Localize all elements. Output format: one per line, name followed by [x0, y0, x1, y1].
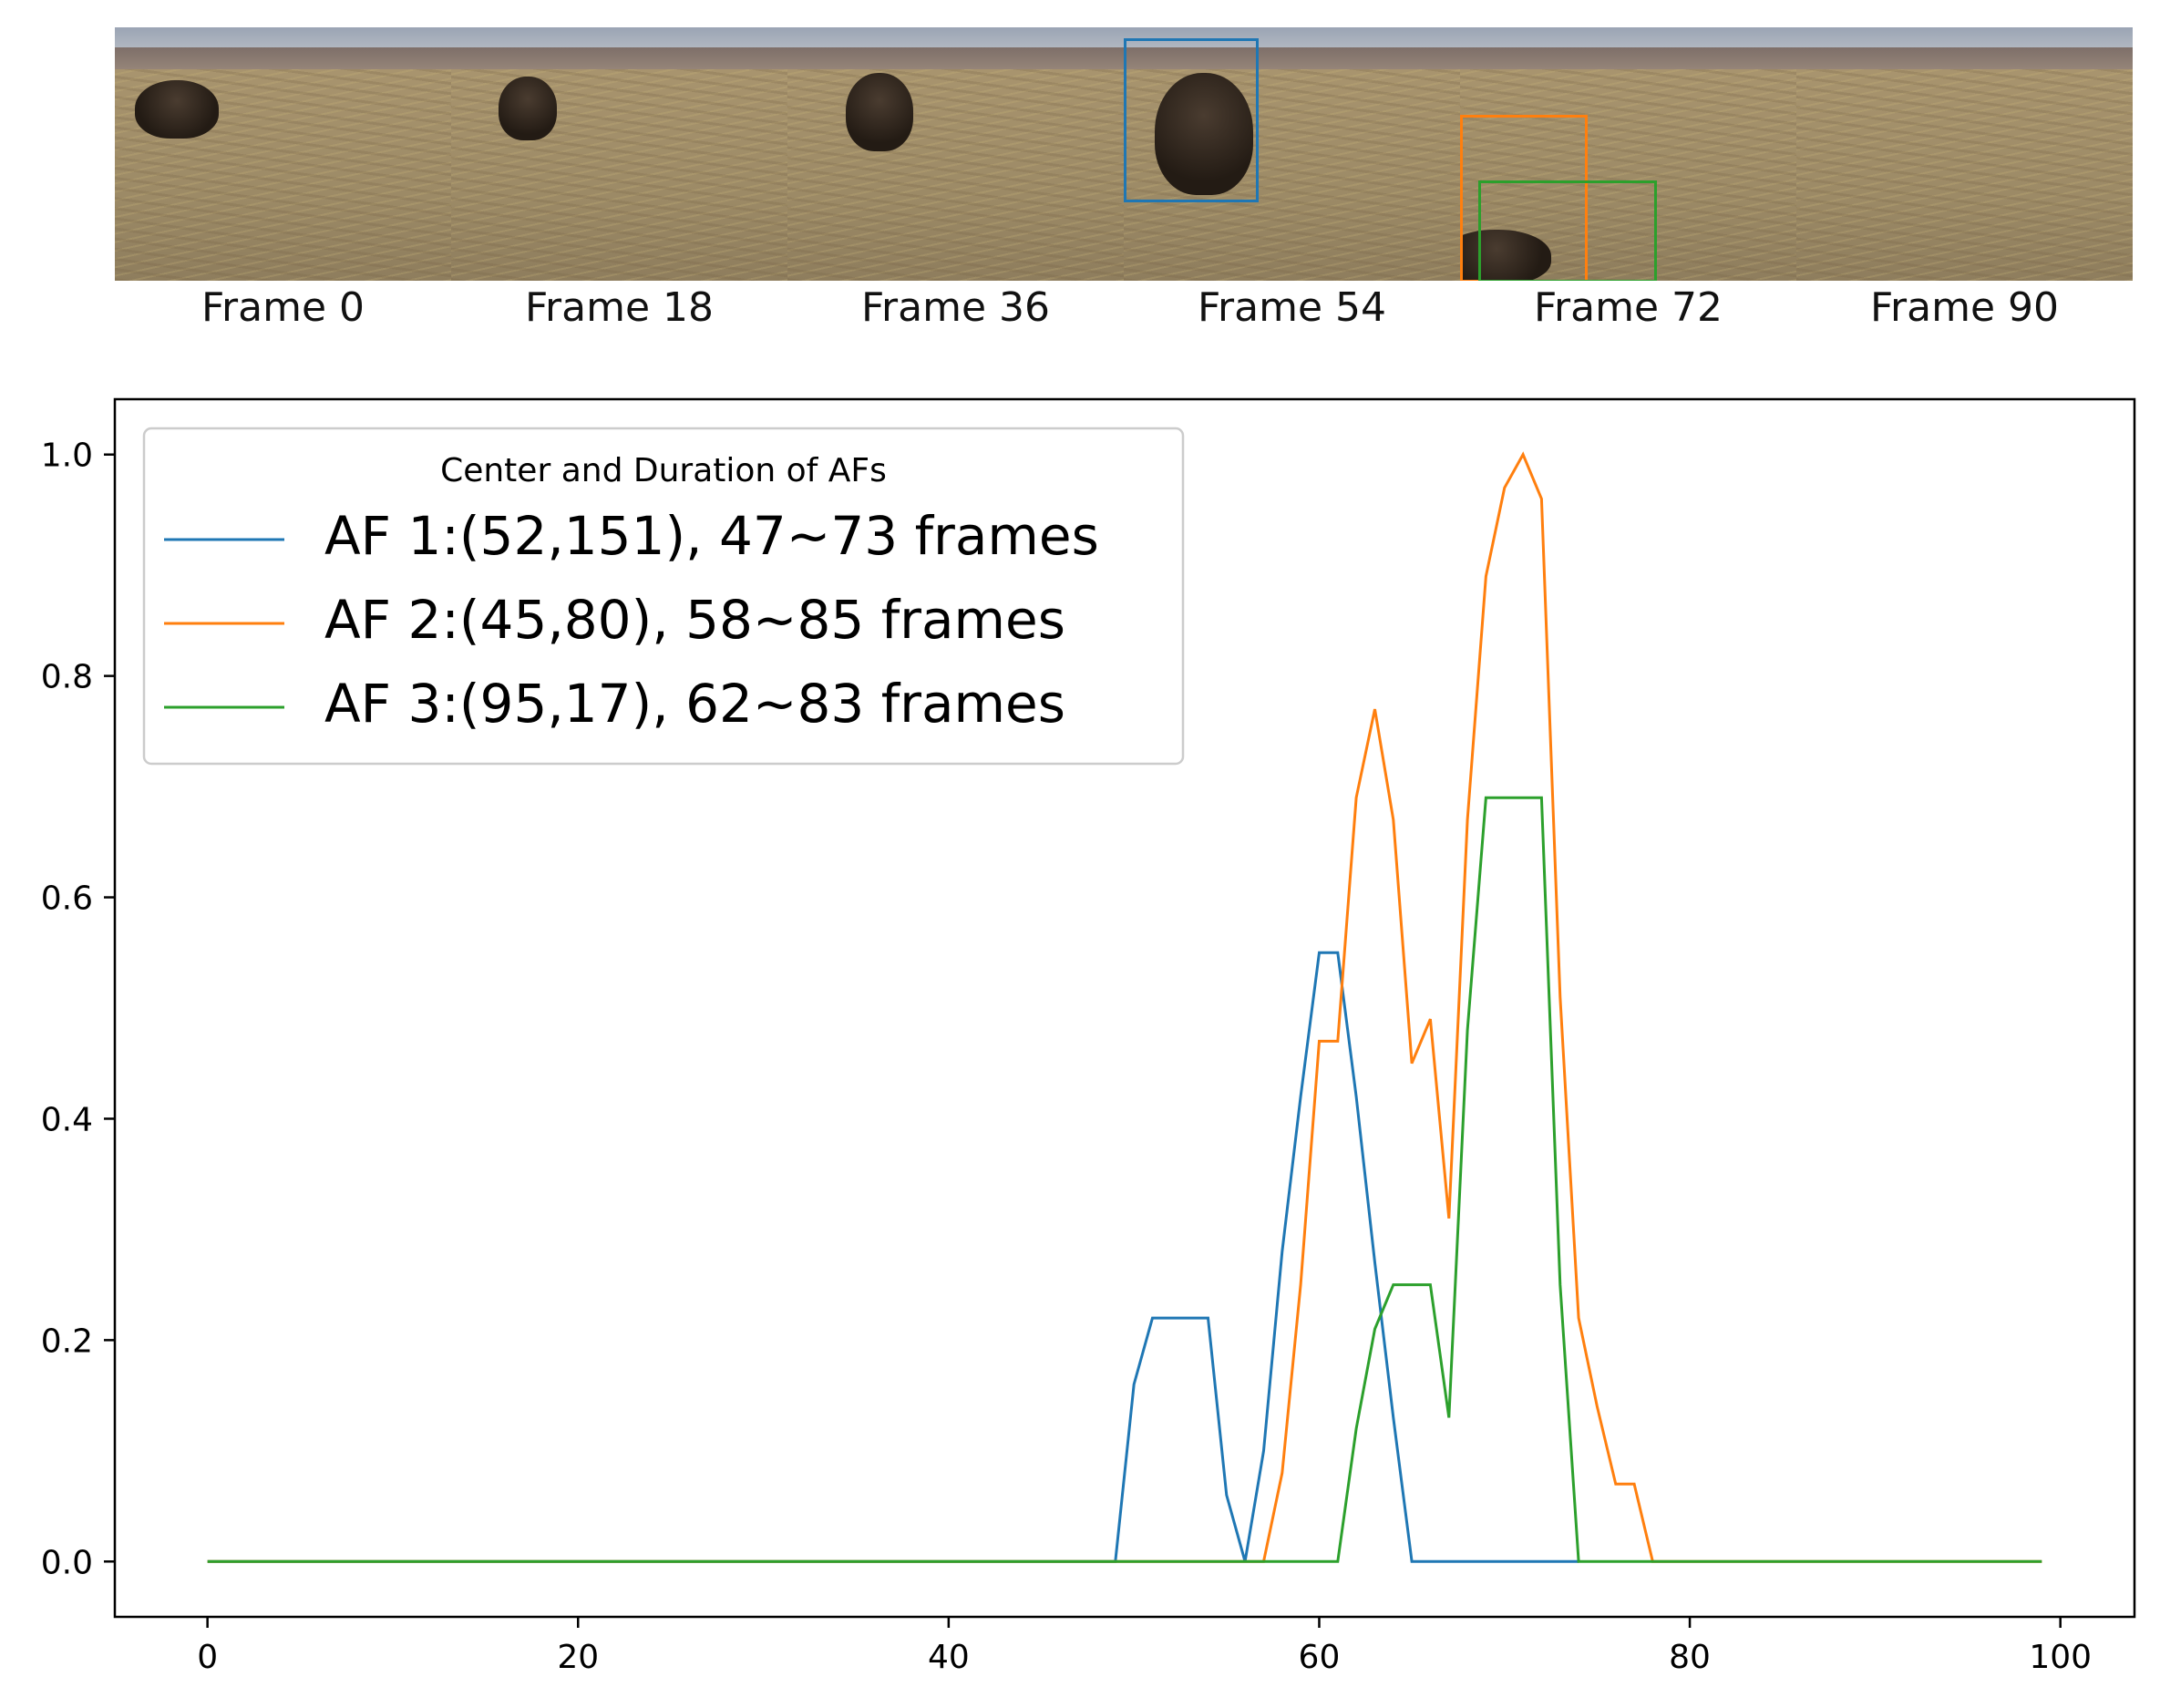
bear-image	[846, 73, 913, 151]
series-line-af1	[207, 951, 1579, 1563]
series-line-af3	[207, 796, 2042, 1563]
y-tick-label: 0.6	[41, 880, 93, 918]
legend-entry-af1: AF 1:(52,151), 47~73 frames	[324, 505, 1099, 567]
frame-label: Frame 18	[524, 284, 715, 331]
axis-ticks: 0 20 40 60 80 100 0.0 0.2 0.4 0.6 0.8 1.0	[41, 437, 2092, 1676]
activation-line-chart: 0 20 40 60 80 100 0.0 0.2 0.4 0.6 0.8 1.0 Center an…	[41, 397, 2136, 1676]
video-frame-18	[451, 27, 787, 281]
series-lines	[207, 451, 2042, 1563]
video-frame-54	[1124, 27, 1460, 281]
x-tick-label: 20	[557, 1639, 599, 1676]
bear-image	[1460, 230, 1551, 281]
y-tick-label: 0.8	[41, 659, 93, 696]
video-frame-0	[115, 27, 451, 281]
legend-entry-af3: AF 3:(95,17), 62~83 frames	[324, 673, 1065, 735]
video-frame-72	[1460, 27, 1796, 281]
x-tick-label: 80	[1669, 1639, 1711, 1676]
x-tick-label: 60	[1299, 1639, 1341, 1676]
x-tick-label: 40	[928, 1639, 970, 1676]
series-line-af2	[207, 451, 2042, 1563]
bear-image	[1155, 73, 1253, 195]
legend-entry-af2: AF 2:(45,80), 58~85 frames	[324, 589, 1065, 651]
af1-bounding-box	[1124, 38, 1259, 202]
x-tick-label: 0	[197, 1639, 218, 1676]
frame-label: Frame 90	[1869, 284, 2060, 331]
bear-image	[135, 80, 219, 139]
legend-frame	[142, 427, 1185, 766]
y-tick-label: 0.0	[41, 1544, 93, 1581]
video-frame-36	[787, 27, 1124, 281]
frame-label: Frame 0	[201, 284, 365, 331]
frame-label: Frame 72	[1533, 284, 1723, 331]
frame-label: Frame 54	[1197, 284, 1387, 331]
y-tick-label: 0.2	[41, 1322, 93, 1360]
y-tick-label: 1.0	[41, 437, 93, 475]
x-tick-label: 100	[2029, 1639, 2092, 1676]
video-frame-90	[1796, 27, 2133, 281]
y-tick-label: 0.4	[41, 1101, 93, 1138]
frame-label: Frame 36	[860, 284, 1051, 331]
legend-title: Center and Duration of AFs	[440, 452, 887, 489]
frame-strip: Frame 0 Frame 18 Frame 36 Frame 54 Frame…	[115, 27, 2134, 331]
legend: Center and Duration of AFs AF 1:(52,151)…	[142, 427, 1185, 766]
bear-image	[499, 77, 557, 140]
af3-bounding-box	[1478, 180, 1657, 281]
